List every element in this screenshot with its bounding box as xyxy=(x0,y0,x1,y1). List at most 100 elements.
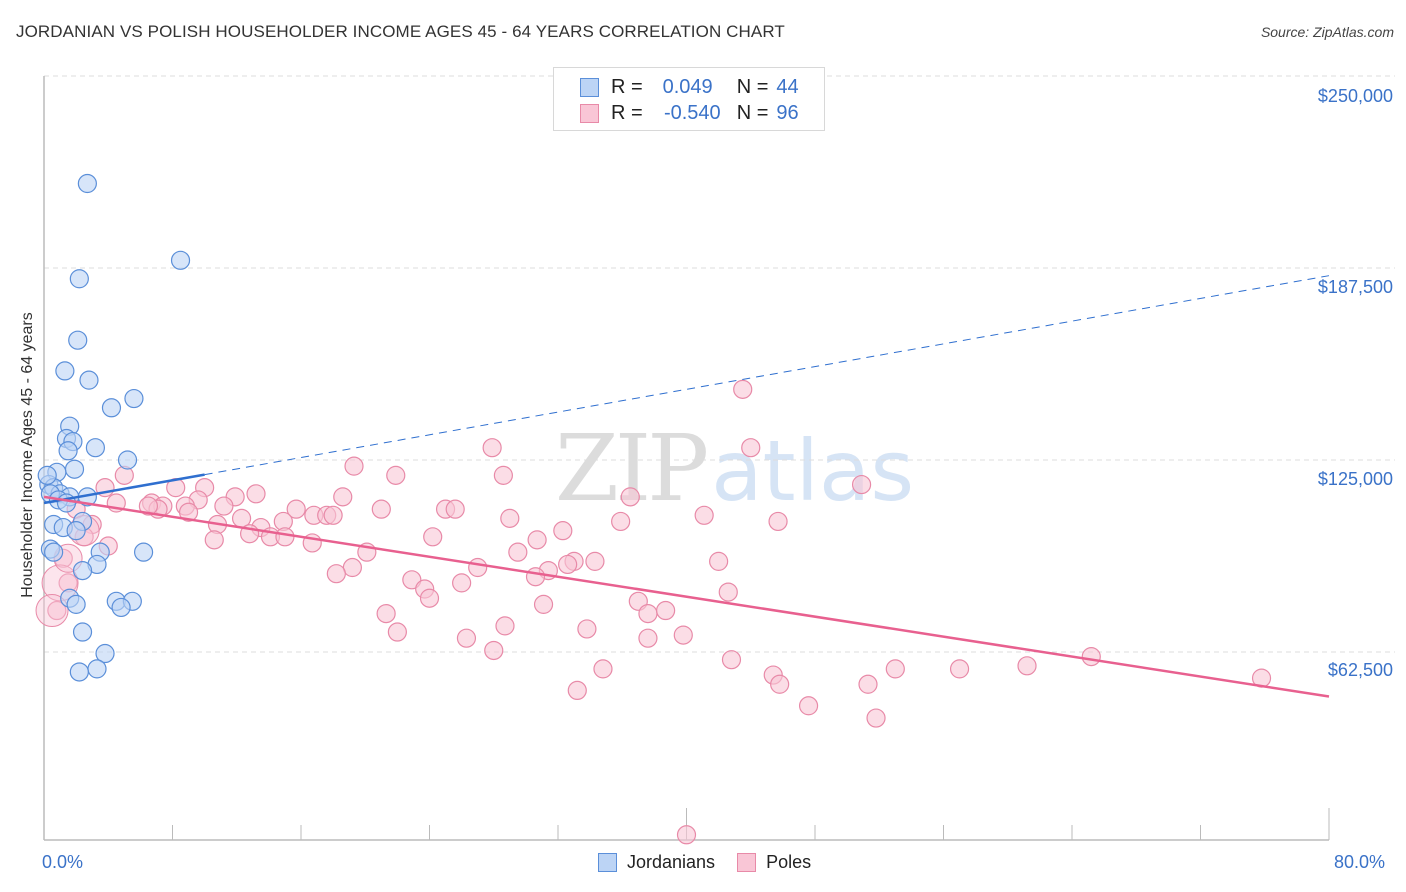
data-point[interactable] xyxy=(533,594,554,614)
data-point[interactable] xyxy=(286,499,306,519)
r-value: -0.540 xyxy=(663,101,721,124)
data-point[interactable] xyxy=(468,557,488,578)
data-point[interactable] xyxy=(527,530,547,550)
legend-item-poles[interactable]: Poles xyxy=(737,852,811,873)
data-point[interactable] xyxy=(387,622,407,642)
data-point[interactable] xyxy=(85,438,106,458)
data-point[interactable] xyxy=(386,465,406,485)
legend-row-poles: R = -0.540 N = 96 xyxy=(580,101,799,125)
data-point[interactable] xyxy=(721,650,742,670)
data-point[interactable] xyxy=(37,465,57,485)
data-point[interactable] xyxy=(376,603,396,624)
data-point[interactable] xyxy=(866,708,886,728)
data-point[interactable] xyxy=(333,487,353,507)
y-tick-187500: $187,500 xyxy=(1317,277,1393,297)
data-point[interactable] xyxy=(508,542,528,562)
data-point[interactable] xyxy=(525,567,546,587)
data-point[interactable] xyxy=(66,521,86,541)
data-point[interactable] xyxy=(445,499,465,519)
data-point[interactable] xyxy=(611,511,631,532)
data-point[interactable] xyxy=(567,680,587,701)
data-point[interactable] xyxy=(323,505,343,525)
data-point[interactable] xyxy=(79,370,99,390)
data-point[interactable] xyxy=(95,643,115,664)
data-point[interactable] xyxy=(500,508,520,528)
data-point[interactable] xyxy=(342,557,362,578)
data-point[interactable] xyxy=(768,511,788,532)
data-point[interactable] xyxy=(47,600,67,621)
data-point[interactable] xyxy=(101,398,122,418)
data-point[interactable] xyxy=(87,659,107,679)
data-point[interactable] xyxy=(178,502,199,522)
data-point[interactable] xyxy=(423,527,443,547)
data-point[interactable] xyxy=(55,361,75,381)
data-point[interactable] xyxy=(275,527,295,547)
data-point[interactable] xyxy=(170,250,191,270)
data-point[interactable] xyxy=(117,450,138,470)
data-point[interactable] xyxy=(885,659,905,679)
data-point[interactable] xyxy=(482,438,502,458)
legend-item-jordanians[interactable]: Jordanians xyxy=(598,852,715,873)
jordanians-swatch xyxy=(580,77,599,97)
data-point[interactable] xyxy=(64,459,85,479)
n-label: N = xyxy=(736,101,769,124)
poles-swatch xyxy=(737,853,757,872)
data-point[interactable] xyxy=(638,628,658,648)
data-point[interactable] xyxy=(577,619,597,639)
poles-trend-line xyxy=(43,495,1330,698)
data-point[interactable] xyxy=(673,625,693,645)
data-point[interactable] xyxy=(344,456,364,476)
data-point[interactable] xyxy=(495,616,515,636)
data-point[interactable] xyxy=(44,542,64,562)
data-point[interactable] xyxy=(138,496,159,516)
jordanians-swatch xyxy=(598,853,617,872)
data-point[interactable] xyxy=(133,542,154,562)
data-point[interactable] xyxy=(620,487,640,507)
data-point[interactable] xyxy=(72,622,93,642)
x-axis-ticks xyxy=(172,808,1330,840)
data-point[interactable] xyxy=(1081,647,1101,667)
data-point[interactable] xyxy=(798,696,819,716)
r-label: R = xyxy=(611,75,643,98)
data-point[interactable] xyxy=(493,465,513,485)
data-point[interactable] xyxy=(676,825,697,845)
data-point[interactable] xyxy=(770,674,790,694)
data-point[interactable] xyxy=(694,505,714,525)
data-point[interactable] xyxy=(949,659,970,679)
data-point[interactable] xyxy=(111,597,131,618)
data-point[interactable] xyxy=(585,551,605,571)
watermark-atlas: atlas xyxy=(711,422,915,520)
data-point-large[interactable] xyxy=(35,594,69,628)
data-point[interactable] xyxy=(858,674,878,694)
data-point[interactable] xyxy=(851,474,872,495)
data-point[interactable] xyxy=(718,582,738,602)
data-point[interactable] xyxy=(246,484,266,504)
data-point[interactable] xyxy=(69,662,89,682)
axes xyxy=(43,76,1329,841)
data-point[interactable] xyxy=(452,573,472,593)
data-point[interactable] xyxy=(484,640,504,661)
data-point[interactable] xyxy=(326,564,346,584)
data-point[interactable] xyxy=(709,551,729,571)
data-point[interactable] xyxy=(77,173,97,194)
data-point[interactable] xyxy=(124,388,144,409)
series-legend: Jordanians Poles xyxy=(598,852,833,873)
data-point[interactable] xyxy=(593,659,613,679)
data-point[interactable] xyxy=(1017,656,1037,676)
data-point[interactable] xyxy=(553,521,573,541)
data-point[interactable] xyxy=(733,379,753,399)
data-point[interactable] xyxy=(58,441,78,461)
data-point[interactable] xyxy=(214,496,234,516)
data-point[interactable] xyxy=(204,530,224,550)
data-point[interactable] xyxy=(69,269,89,289)
data-point[interactable] xyxy=(558,554,578,575)
data-point[interactable] xyxy=(656,600,676,621)
data-point[interactable] xyxy=(72,560,93,581)
data-point[interactable] xyxy=(419,588,440,608)
data-point[interactable] xyxy=(66,594,86,614)
data-point[interactable] xyxy=(371,499,391,519)
data-point[interactable] xyxy=(638,603,658,624)
data-point[interactable] xyxy=(68,330,88,350)
data-point[interactable] xyxy=(456,628,477,648)
data-point[interactable] xyxy=(741,438,761,458)
